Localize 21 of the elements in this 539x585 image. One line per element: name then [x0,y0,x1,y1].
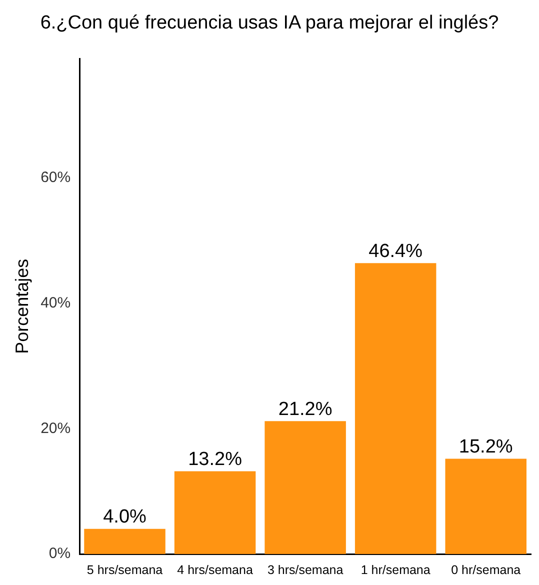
bar [174,471,256,554]
x-tick-label: 4 hrs/semana [177,562,253,577]
data-label: 13.2% [188,448,242,470]
x-tick-label: 3 hrs/semana [267,562,344,577]
y-tick-label: 0% [48,545,71,562]
y-tick-label: 40% [40,294,71,312]
bar [354,263,436,554]
data-label: 21.2% [278,398,332,420]
bar [84,528,166,554]
y-tick-label: 20% [40,420,71,437]
data-label: 15.2% [458,436,513,458]
y-axis-title: Porcentajes [12,258,32,354]
data-label: 46.4% [368,240,423,262]
bar [264,421,346,554]
x-tick-label: 0 hr/semana [451,562,521,577]
bar [445,458,526,554]
data-label: 4.0% [103,506,147,528]
chart-title: 6.¿Con qué frecuencia usas IA para mejorar el inglés? [40,12,499,34]
y-tick-label: 60% [40,169,71,186]
x-tick-label: 5 hrs/semana [86,562,163,577]
x-tick-label: 1 hr/semana [360,562,430,577]
